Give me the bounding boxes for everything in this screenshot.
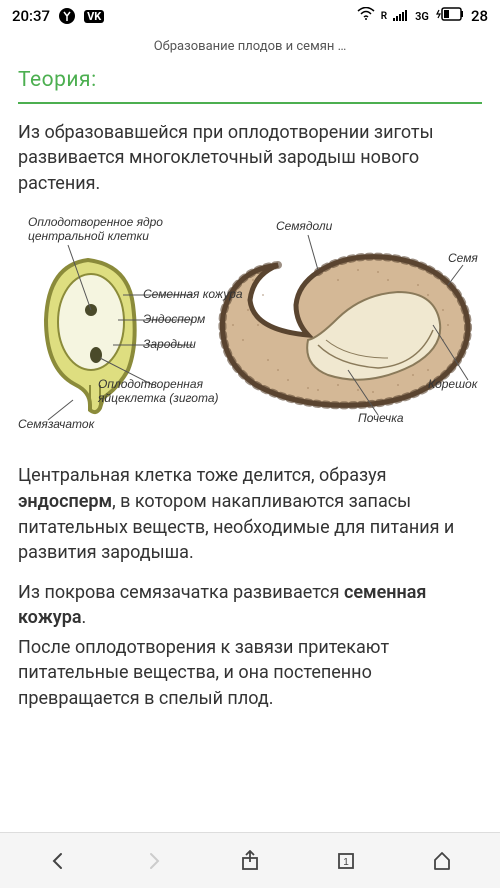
paragraph-2: Центральная клетка тоже делится, образуя… xyxy=(18,463,482,565)
app-header: Образование плодов и семян … xyxy=(0,32,500,60)
status-time: 20:37 xyxy=(12,7,50,25)
label-endosperm: Эндосперм xyxy=(143,313,205,326)
paragraph-1: Из образовавшейся при оплодотворении зиг… xyxy=(18,120,482,197)
status-right: R 3G 28 xyxy=(357,7,488,25)
paragraph-3: Из покрова семязачатка развивается семен… xyxy=(18,580,482,631)
back-button[interactable] xyxy=(36,839,80,883)
label-seed: Семя xyxy=(448,252,478,265)
label-fertilized-egg: Оплодотворенная яйцеклетка (зигота) xyxy=(98,378,219,404)
svg-text:1: 1 xyxy=(343,857,349,868)
label-embryo: Зародыш xyxy=(143,338,196,351)
theory-heading: Теория: xyxy=(18,66,482,96)
network-type: 3G xyxy=(415,10,429,23)
seed-diagram: Оплодотворенное ядро центральной клетки … xyxy=(18,210,482,445)
status-bar: 20:37 VK R 3G 28 xyxy=(0,0,500,32)
label-fertilized-nucleus: Оплодотворенное ядро центральной клетки xyxy=(28,216,163,242)
content-area[interactable]: Теория: Из образовавшейся при оплодотвор… xyxy=(0,60,500,832)
signal-icon xyxy=(393,7,409,25)
tabs-button[interactable]: 1 xyxy=(324,839,368,883)
yandex-icon xyxy=(58,7,76,25)
wifi-icon xyxy=(357,7,375,25)
page-title: Образование плодов и семян … xyxy=(154,39,347,54)
battery-percent: 28 xyxy=(471,7,488,25)
label-cotyledons: Семядоли xyxy=(276,220,332,233)
home-button[interactable] xyxy=(420,839,464,883)
label-plumule: Почечка xyxy=(358,412,404,425)
vk-icon: VK xyxy=(84,10,104,23)
roaming-icon: R xyxy=(381,11,387,22)
heading-divider xyxy=(18,102,482,104)
label-radicle: Корешок xyxy=(428,378,477,391)
battery-icon xyxy=(435,7,465,25)
term-endosperm: эндосперм xyxy=(18,491,112,512)
label-ovule: Семязачаток xyxy=(18,418,94,431)
paragraph-4: После оплодотворения к завязи притекают … xyxy=(18,635,482,712)
bottom-nav: 1 xyxy=(0,832,500,888)
status-left: 20:37 VK xyxy=(12,7,104,25)
forward-button xyxy=(132,839,176,883)
label-seed-coat: Семенная кожура xyxy=(143,288,243,301)
share-button[interactable] xyxy=(228,839,272,883)
